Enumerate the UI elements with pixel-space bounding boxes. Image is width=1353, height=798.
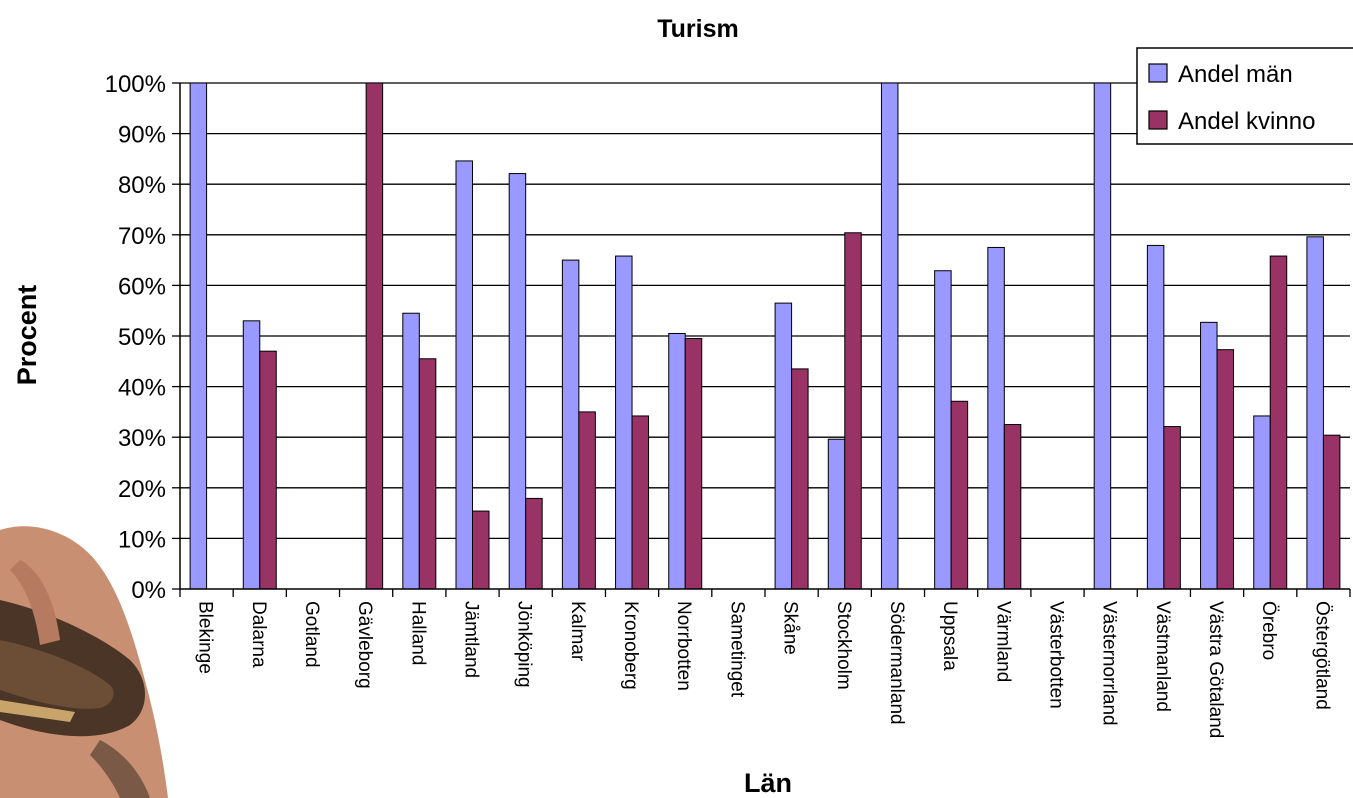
x-tick-label: Stockholm [833, 601, 854, 690]
y-tick-label: 80% [118, 172, 166, 199]
x-tick-label: Västra Götaland [1205, 601, 1226, 738]
bar-women [844, 232, 862, 590]
bar-women [1163, 426, 1181, 590]
x-tick-label: Uppsala [939, 601, 960, 671]
bar-women [950, 400, 969, 590]
x-tick-label: Västernorrland [1099, 601, 1120, 726]
x-tick-label: Blekinge [195, 601, 216, 674]
bar-men [668, 332, 686, 590]
legend-label-men: Andel män [1178, 61, 1293, 88]
bar-women [631, 415, 650, 590]
bar-men [189, 82, 208, 590]
legend-box [1136, 47, 1353, 145]
bar-men [615, 255, 633, 590]
y-tick-label: 30% [118, 425, 166, 452]
bar-women [1269, 255, 1288, 590]
bar-women [472, 510, 490, 590]
x-tick-label: Kronoberg [620, 601, 641, 690]
bar-women [1216, 349, 1235, 590]
y-tick-label: 60% [118, 273, 166, 300]
bar-men [1146, 244, 1165, 590]
bar-women [684, 338, 703, 590]
bar-men [987, 246, 1005, 590]
x-tick-label: Värmland [992, 601, 1013, 682]
bar-women [418, 358, 437, 590]
y-tick-label: 90% [118, 122, 166, 149]
bar-men [880, 82, 899, 590]
x-tick-label: Norrbotten [673, 601, 694, 691]
y-tick-label: 50% [118, 324, 166, 351]
x-tick-label: Västerbotten [1046, 601, 1067, 709]
x-axis-label: Län [744, 768, 792, 798]
x-tick-label: Örebro [1258, 601, 1279, 660]
bar-women [1003, 424, 1022, 590]
bar-women [578, 411, 596, 590]
bar-women [259, 350, 277, 590]
bar-men [774, 302, 793, 590]
bar-men [1253, 415, 1271, 590]
bar-women [365, 82, 384, 590]
chart-title: Turism [657, 15, 739, 43]
x-tick-label: Kalmar [567, 601, 588, 662]
x-tick-label: Halland [407, 601, 428, 665]
x-tick-label: Gotland [301, 601, 322, 668]
bars [189, 82, 1341, 590]
legend: Andel män Andel kvinno [1136, 47, 1353, 145]
bar-men [934, 270, 952, 590]
y-tick-label: 100% [105, 71, 166, 98]
bar-men [1306, 236, 1324, 590]
y-tick-label: 0% [131, 577, 166, 604]
y-axis-label: Procent [12, 285, 42, 386]
bar-men [1093, 82, 1112, 590]
x-tick-label: Skåne [780, 601, 801, 655]
bar-women [791, 368, 809, 590]
y-tick-label: 20% [118, 476, 166, 503]
axes [179, 83, 1351, 597]
x-tick-label: Dalarna [248, 601, 269, 668]
bar-women [1322, 434, 1341, 590]
y-tick-label: 10% [118, 526, 166, 553]
x-tick-label: Västmanland [1152, 601, 1173, 712]
x-tick-label: Sametinget [726, 601, 747, 698]
bar-men [402, 312, 420, 590]
legend-label-women: Andel kvinno [1178, 108, 1315, 135]
x-tick-label: Jönköping [514, 601, 535, 688]
legend-swatch-men [1148, 63, 1168, 83]
bar-men [508, 173, 527, 590]
legend-swatch-women [1148, 110, 1168, 130]
decorative-photo [0, 526, 168, 798]
bar-men [455, 160, 473, 590]
x-tick-label: Gävleborg [354, 601, 375, 689]
x-axis-categories: Blekinge Dalarna Gotland Gävleborg Halland Jä… [195, 601, 1333, 738]
bar-men [242, 320, 261, 590]
bar-women [525, 497, 543, 590]
y-tick-label: 70% [118, 223, 166, 250]
x-tick-label: Östergötland [1311, 601, 1332, 710]
bar-men [561, 259, 580, 590]
bar-men [827, 438, 846, 590]
x-tick-label: Jämtland [461, 601, 482, 678]
x-tick-label: Södermanland [886, 601, 907, 725]
y-tick-label: 40% [118, 375, 166, 402]
y-axis-ticks: 0% 10% 20% 30% 40% 50% 60% 70% 80% 90% 100% [105, 71, 180, 604]
bar-men [1200, 321, 1218, 590]
